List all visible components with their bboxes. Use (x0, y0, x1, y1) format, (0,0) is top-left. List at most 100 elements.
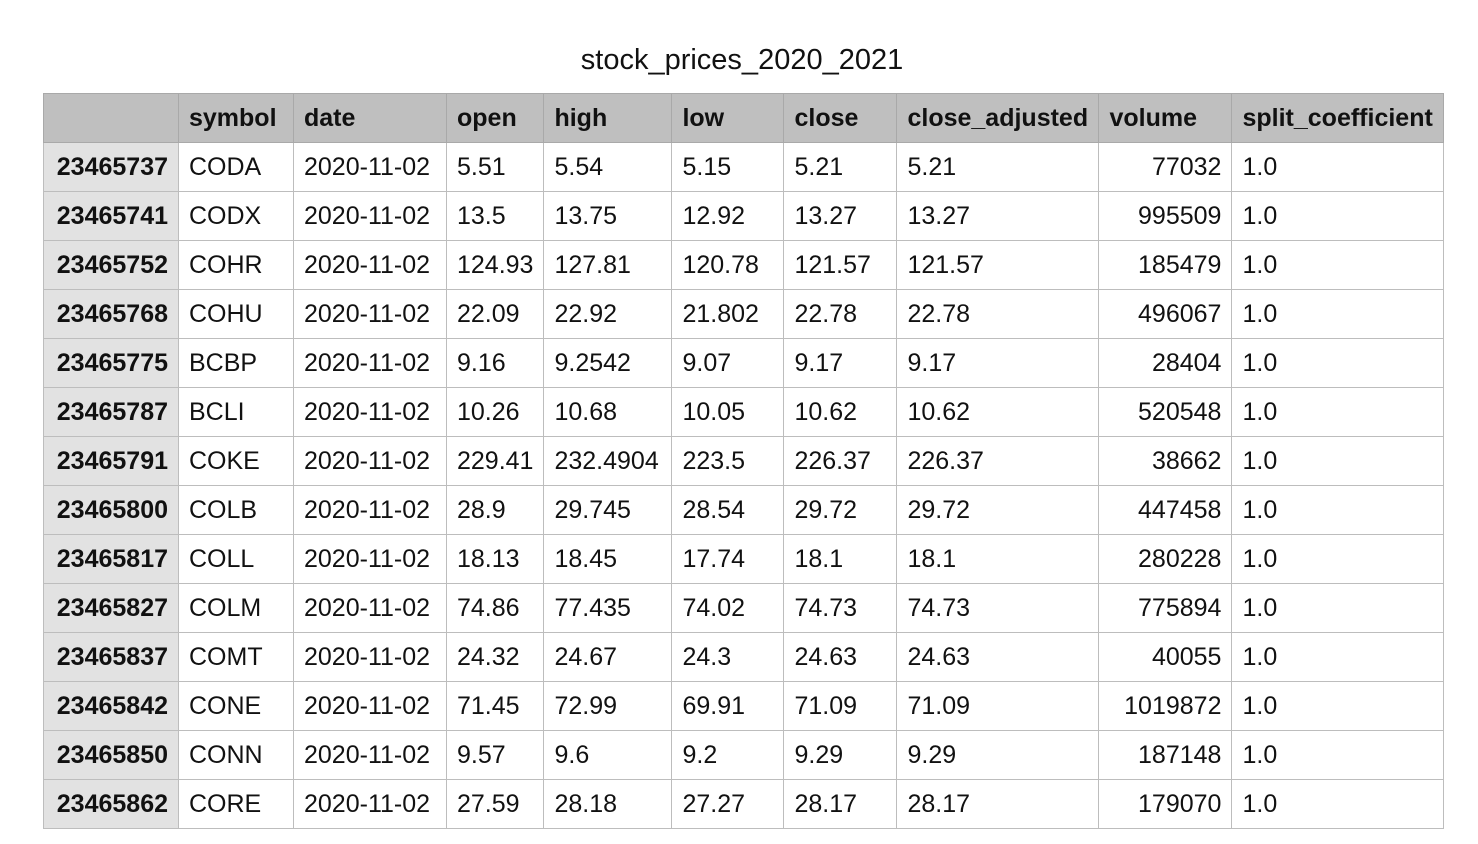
column-header-volume[interactable]: volume (1098, 93, 1233, 143)
cell-low[interactable]: 223.5 (671, 436, 785, 486)
cell-open[interactable]: 22.09 (445, 289, 545, 339)
cell-symbol[interactable]: COHR (178, 240, 294, 290)
cell-date[interactable]: 2020-11-02 (293, 142, 447, 192)
cell-index[interactable]: 23465800 (43, 485, 179, 535)
cell-low[interactable]: 10.05 (671, 387, 785, 437)
cell-split-coefficient[interactable]: 1.0 (1231, 387, 1444, 437)
cell-close[interactable]: 10.62 (783, 387, 898, 437)
cell-close-adjusted[interactable]: 22.78 (896, 289, 1100, 339)
cell-high[interactable]: 9.6 (543, 730, 673, 780)
cell-open[interactable]: 71.45 (445, 681, 545, 731)
cell-date[interactable]: 2020-11-02 (293, 779, 447, 829)
column-header-date[interactable]: date (293, 93, 447, 143)
column-header-open[interactable]: open (445, 93, 545, 143)
cell-low[interactable]: 9.07 (671, 338, 785, 388)
cell-high[interactable]: 24.67 (543, 632, 673, 682)
cell-volume[interactable]: 77032 (1098, 142, 1233, 192)
cell-low[interactable]: 17.74 (671, 534, 785, 584)
cell-symbol[interactable]: BCLI (178, 387, 294, 437)
cell-index[interactable]: 23465752 (43, 240, 179, 290)
cell-index[interactable]: 23465842 (43, 681, 179, 731)
cell-volume[interactable]: 38662 (1098, 436, 1233, 486)
cell-symbol[interactable]: COLB (178, 485, 294, 535)
cell-split-coefficient[interactable]: 1.0 (1231, 142, 1444, 192)
cell-close-adjusted[interactable]: 28.17 (896, 779, 1100, 829)
cell-symbol[interactable]: CORE (178, 779, 294, 829)
cell-date[interactable]: 2020-11-02 (293, 338, 447, 388)
cell-close-adjusted[interactable]: 121.57 (896, 240, 1100, 290)
cell-volume[interactable]: 179070 (1098, 779, 1233, 829)
cell-low[interactable]: 12.92 (671, 191, 785, 241)
cell-split-coefficient[interactable]: 1.0 (1231, 436, 1444, 486)
cell-open[interactable]: 9.16 (445, 338, 545, 388)
cell-split-coefficient[interactable]: 1.0 (1231, 632, 1444, 682)
cell-split-coefficient[interactable]: 1.0 (1231, 779, 1444, 829)
cell-index[interactable]: 23465787 (43, 387, 179, 437)
cell-close-adjusted[interactable]: 226.37 (896, 436, 1100, 486)
cell-close[interactable]: 18.1 (783, 534, 898, 584)
cell-open[interactable]: 27.59 (445, 779, 545, 829)
cell-volume[interactable]: 185479 (1098, 240, 1233, 290)
cell-close[interactable]: 5.21 (783, 142, 898, 192)
cell-open[interactable]: 28.9 (445, 485, 545, 535)
cell-index[interactable]: 23465741 (43, 191, 179, 241)
cell-split-coefficient[interactable]: 1.0 (1231, 534, 1444, 584)
cell-close[interactable]: 13.27 (783, 191, 898, 241)
cell-open[interactable]: 24.32 (445, 632, 545, 682)
cell-close[interactable]: 28.17 (783, 779, 898, 829)
cell-high[interactable]: 77.435 (543, 583, 673, 633)
cell-split-coefficient[interactable]: 1.0 (1231, 681, 1444, 731)
cell-index[interactable]: 23465817 (43, 534, 179, 584)
cell-split-coefficient[interactable]: 1.0 (1231, 485, 1444, 535)
cell-symbol[interactable]: COHU (178, 289, 294, 339)
cell-symbol[interactable]: BCBP (178, 338, 294, 388)
cell-low[interactable]: 28.54 (671, 485, 785, 535)
cell-volume[interactable]: 447458 (1098, 485, 1233, 535)
cell-date[interactable]: 2020-11-02 (293, 681, 447, 731)
cell-high[interactable]: 13.75 (543, 191, 673, 241)
cell-index[interactable]: 23465737 (43, 142, 179, 192)
cell-low[interactable]: 24.3 (671, 632, 785, 682)
cell-close[interactable]: 226.37 (783, 436, 898, 486)
cell-volume[interactable]: 520548 (1098, 387, 1233, 437)
cell-close-adjusted[interactable]: 10.62 (896, 387, 1100, 437)
cell-symbol[interactable]: CODX (178, 191, 294, 241)
column-header-high[interactable]: high (543, 93, 673, 143)
cell-volume[interactable]: 28404 (1098, 338, 1233, 388)
cell-volume[interactable]: 280228 (1098, 534, 1233, 584)
cell-open[interactable]: 124.93 (445, 240, 545, 290)
cell-close-adjusted[interactable]: 5.21 (896, 142, 1100, 192)
cell-low[interactable]: 69.91 (671, 681, 785, 731)
cell-close[interactable]: 29.72 (783, 485, 898, 535)
cell-close[interactable]: 9.17 (783, 338, 898, 388)
cell-close-adjusted[interactable]: 9.17 (896, 338, 1100, 388)
cell-symbol[interactable]: COKE (178, 436, 294, 486)
cell-high[interactable]: 9.2542 (543, 338, 673, 388)
cell-date[interactable]: 2020-11-02 (293, 485, 447, 535)
cell-close-adjusted[interactable]: 13.27 (896, 191, 1100, 241)
cell-close[interactable]: 22.78 (783, 289, 898, 339)
cell-high[interactable]: 72.99 (543, 681, 673, 731)
cell-low[interactable]: 120.78 (671, 240, 785, 290)
column-header-close[interactable]: close (783, 93, 898, 143)
cell-index[interactable]: 23465862 (43, 779, 179, 829)
cell-volume[interactable]: 40055 (1098, 632, 1233, 682)
cell-open[interactable]: 9.57 (445, 730, 545, 780)
cell-close[interactable]: 74.73 (783, 583, 898, 633)
column-header-split-coefficient[interactable]: split_coefficient (1231, 93, 1444, 143)
cell-split-coefficient[interactable]: 1.0 (1231, 338, 1444, 388)
cell-date[interactable]: 2020-11-02 (293, 534, 447, 584)
cell-close-adjusted[interactable]: 24.63 (896, 632, 1100, 682)
cell-volume[interactable]: 995509 (1098, 191, 1233, 241)
cell-high[interactable]: 29.745 (543, 485, 673, 535)
cell-open[interactable]: 74.86 (445, 583, 545, 633)
cell-close-adjusted[interactable]: 29.72 (896, 485, 1100, 535)
cell-close-adjusted[interactable]: 71.09 (896, 681, 1100, 731)
cell-close[interactable]: 24.63 (783, 632, 898, 682)
cell-symbol[interactable]: COLL (178, 534, 294, 584)
cell-high[interactable]: 28.18 (543, 779, 673, 829)
cell-split-coefficient[interactable]: 1.0 (1231, 583, 1444, 633)
cell-split-coefficient[interactable]: 1.0 (1231, 240, 1444, 290)
cell-index[interactable]: 23465850 (43, 730, 179, 780)
cell-symbol[interactable]: COMT (178, 632, 294, 682)
